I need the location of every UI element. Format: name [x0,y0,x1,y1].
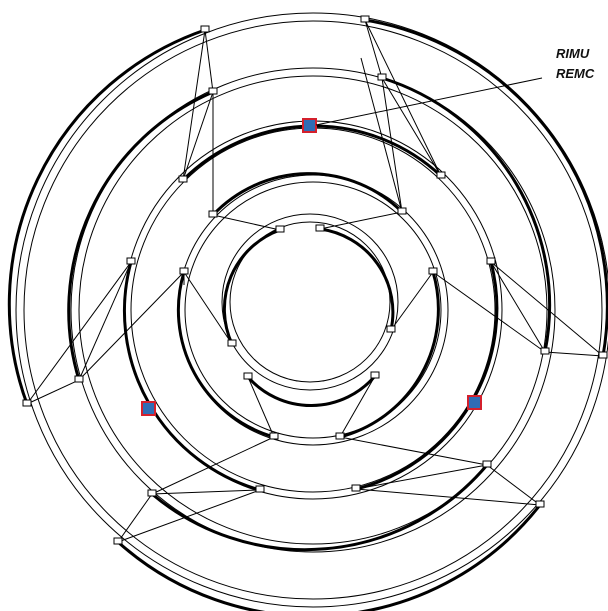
callout-leader-line [315,77,543,126]
markers [141,118,482,416]
outer-ring [7,12,608,611]
marker-top[interactable] [302,118,317,133]
callout-line-1: RIMU [556,46,590,61]
marker-right[interactable] [467,395,482,410]
connector-links [26,19,604,543]
callout-line-2: REMC [556,66,595,81]
marker-left[interactable] [141,401,156,416]
segment-end-caps [22,15,608,545]
inner-ring [221,213,399,407]
ring-4 [176,172,449,446]
ring-2 [67,67,556,553]
